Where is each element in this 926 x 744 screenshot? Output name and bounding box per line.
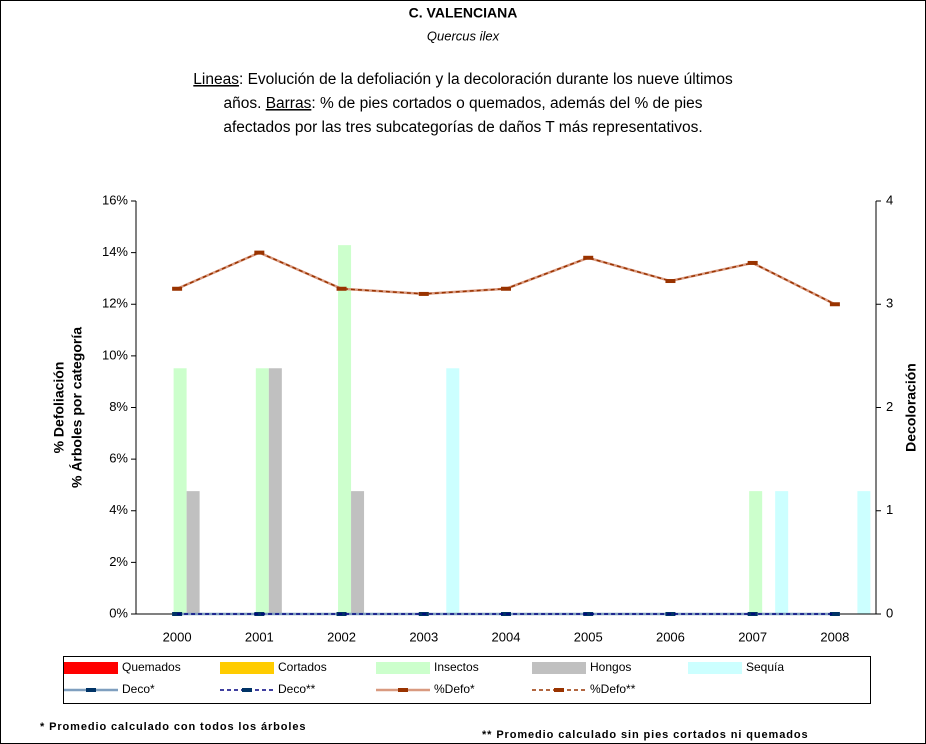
legend-label: Quemados [122,660,181,674]
y2-tick-label: 0 [886,605,893,620]
bar [268,368,282,614]
y-axis-title: % Árboles por categoría [69,327,85,488]
x-tick-label: 2005 [574,629,603,644]
y2-tick-label: 4 [886,192,893,207]
x-tick-label: 2007 [738,629,767,644]
y-tick-label: 10% [102,347,128,362]
bar [173,368,187,614]
legend-swatch [376,662,430,674]
line-marker [254,612,265,616]
legend-marker [86,688,96,692]
bar [351,491,365,614]
bar [338,245,352,614]
x-tick-label: 2003 [409,629,438,644]
chart-title: C. VALENCIANA [409,5,518,21]
legend-marker [242,688,252,692]
footnote: * Promedio calculado con todos los árbol… [40,721,306,733]
y-tick-label: 6% [109,451,128,466]
description-segment: Lineas [193,71,239,88]
bar [186,491,200,614]
y2-tick-label: 1 [886,502,893,517]
y-tick-label: 16% [102,192,128,207]
legend-label: Deco** [278,682,316,696]
line-marker [747,260,758,265]
description-segment: afectados por las tres subcategorías de … [223,119,702,136]
y-tick-label: 12% [102,296,128,311]
x-tick-label: 2006 [656,629,685,644]
legend-swatch [220,662,274,674]
legend-label: Sequía [746,660,784,674]
line [176,251,836,305]
legend-swatch [532,662,586,674]
legend-marker [398,688,408,692]
x-tick-label: 2000 [163,629,192,644]
legend-swatch [64,662,118,674]
x-tick-label: 2008 [820,629,849,644]
legend-marker [554,688,564,692]
y-axis-title: % Defoliación [51,362,67,454]
line-marker [583,612,594,616]
legend-label: Cortados [278,660,327,674]
bar [749,491,763,614]
bar [775,491,789,614]
description-segment: : % de pies cortados o quemados, además … [311,95,702,112]
description-segment: años. [223,95,265,112]
legend-label: %Defo** [590,682,636,696]
line-marker [336,286,347,291]
y-tick-label: 2% [109,554,128,569]
x-tick-label: 2002 [327,629,356,644]
x-tick-label: 2004 [492,629,521,644]
line-marker [501,612,511,616]
y-tick-label: 8% [109,399,128,414]
x-tick-label: 2001 [245,629,274,644]
description-line: años. Barras: % de pies cortados o quema… [223,95,702,112]
y2-tick-label: 2 [886,399,893,414]
line-marker [665,279,676,284]
legend-swatch [688,662,742,674]
y-tick-label: 4% [109,502,128,517]
line-marker [254,250,265,255]
footnote: ** Promedio calculado sin pies cortados … [482,729,808,741]
legend-label: %Defo* [434,682,475,696]
chart-subtitle: Quercus ilex [427,28,500,43]
bar [857,491,871,614]
bar [255,368,269,614]
bar [446,368,460,614]
legend-label: Insectos [434,660,479,674]
y2-tick-label: 3 [886,296,893,311]
description-line: Lineas: Evolución de la defoliación y la… [193,71,733,88]
description-line: afectados por las tres subcategorías de … [223,119,702,136]
description-segment: : Evolución de la defoliación y la decol… [239,71,733,88]
legend-label: Hongos [590,660,631,674]
y-tick-label: 14% [102,244,128,259]
line-marker [583,255,594,260]
y-tick-label: 0% [109,605,128,620]
description-segment: Barras [266,95,312,112]
line-marker [829,612,840,616]
y2-axis-title: Decoloración [903,363,919,452]
legend-label: Deco* [122,682,155,696]
